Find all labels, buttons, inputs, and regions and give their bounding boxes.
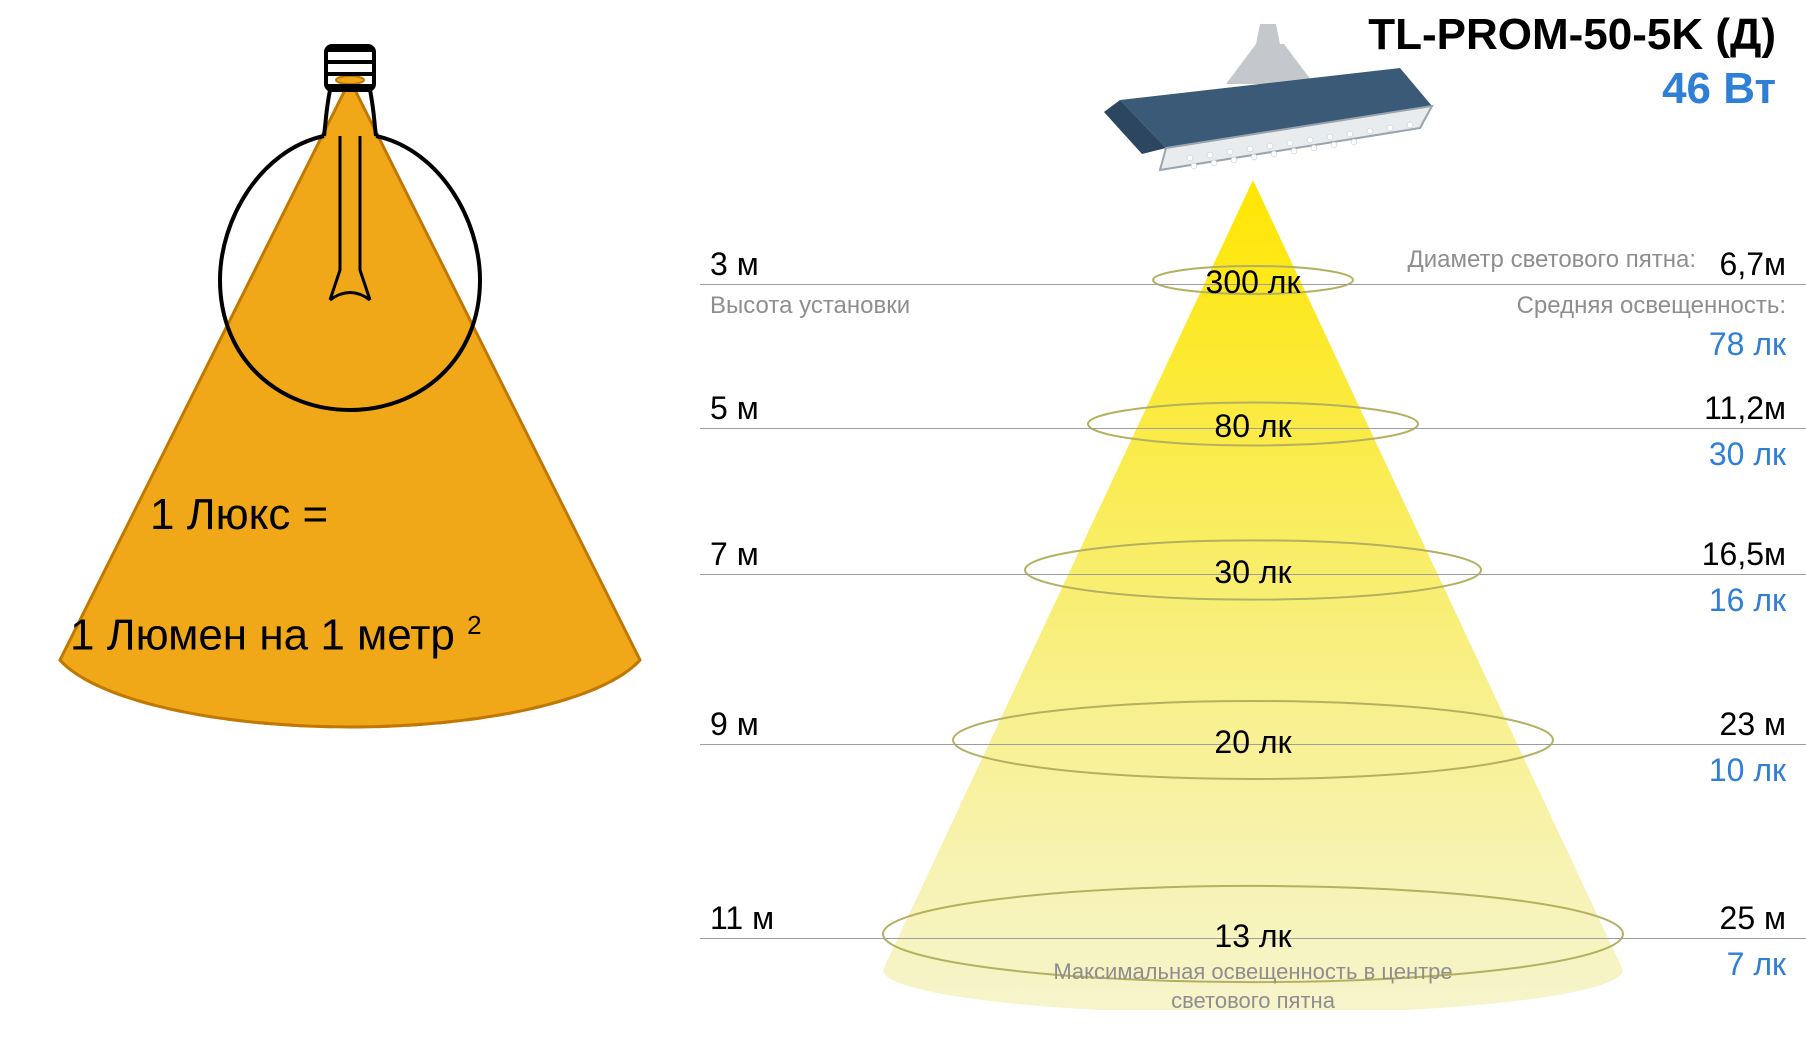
distribution-row-1: 5 м11,2м30 лк80 лк [700,400,1806,550]
center-illuminance-value: 13 лк [700,918,1806,955]
center-illuminance-value: 300 лк [700,264,1806,301]
center-illuminance-note: Максимальная освещенность в центресветов… [700,958,1806,1015]
avg-illuminance-value: 78 лк [1709,326,1786,363]
distribution-row-0: 3 мВысота установкиДиаметр светового пят… [700,256,1806,406]
distribution-row-3: 9 м23 м10 лк20 лк [700,716,1806,866]
center-illuminance-value: 20 лк [700,724,1806,761]
wattage: 46 Вт [1662,64,1776,114]
led-fixture-icon [1080,20,1460,190]
lux-equals-text: 1 Люкс = [150,490,328,540]
lux-definition-diagram: 1 Люкс = 1 Люмен на 1 метр 2 [0,0,700,1000]
lux-definition-text: 1 Люмен на 1 метр 2 [70,610,482,661]
bulb-cone-svg [30,40,670,800]
distribution-row-2: 7 м16,5м16 лк30 лк [700,546,1806,696]
center-illuminance-value: 30 лк [700,554,1806,591]
left-cone-top-ellipse [336,76,364,84]
luminaire-distribution-diagram: TL-PROM-50-5K (Д) 46 Вт [700,0,1806,1039]
center-illuminance-value: 80 лк [700,408,1806,445]
distribution-row-4: 11 м25 м7 лк13 лкМаксимальная освещеннос… [700,910,1806,1060]
